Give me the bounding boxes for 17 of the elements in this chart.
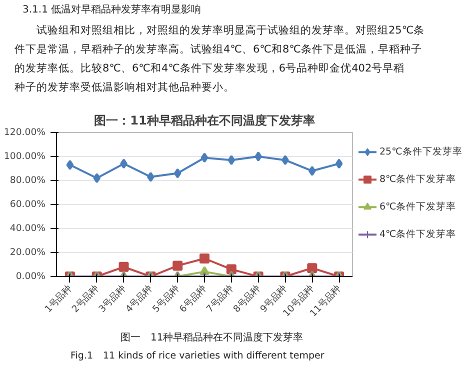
text: 图一 11种早稻品种在不同温度下发芽率 <box>120 332 304 344</box>
y-tick-label: 20.00% <box>10 247 46 258</box>
y-tick-label: 0.00% <box>16 271 46 282</box>
legend-label: 6℃条件下发芽率 <box>380 200 456 213</box>
text: 试验组和对照组相比，对照组的发芽率明显高于试验组的发芽率。对照组25℃条件下是常温，早稻种子的发芽率高。试验组4℃、6℃和8℃条件下是低温，早稻种子的发芽率低。比较8℃、6℃和4℃条件下发芽率发现，6号品种即金优402号早稻种子的发芽率受低温影响相对其他品种要小。 <box>14 24 425 94</box>
x-tick-label: 3号品种 <box>96 284 128 315</box>
chart-title: 图一：11种早稻品种在不同温度下发芽率 <box>94 114 315 128</box>
y-tick-label: 120.00% <box>4 127 46 138</box>
caption: Fig.1 11 kinds of rice varieties with different temper <box>70 350 324 362</box>
y-tick-label: 60.00% <box>10 199 46 210</box>
legend-label: 25℃条件下发芽率 <box>380 146 462 158</box>
legend-label: 8℃条件下发芽率 <box>380 173 456 186</box>
y-tick-label: 100.00% <box>4 151 46 162</box>
y-tick-label: 40.00% <box>10 223 46 234</box>
legend-label: 4℃条件下发芽率 <box>380 228 456 240</box>
text: 3.1.1 低温对早稻品种发芽率有明显影响 <box>22 4 202 16</box>
y-tick-label: 80.00% <box>10 175 46 186</box>
